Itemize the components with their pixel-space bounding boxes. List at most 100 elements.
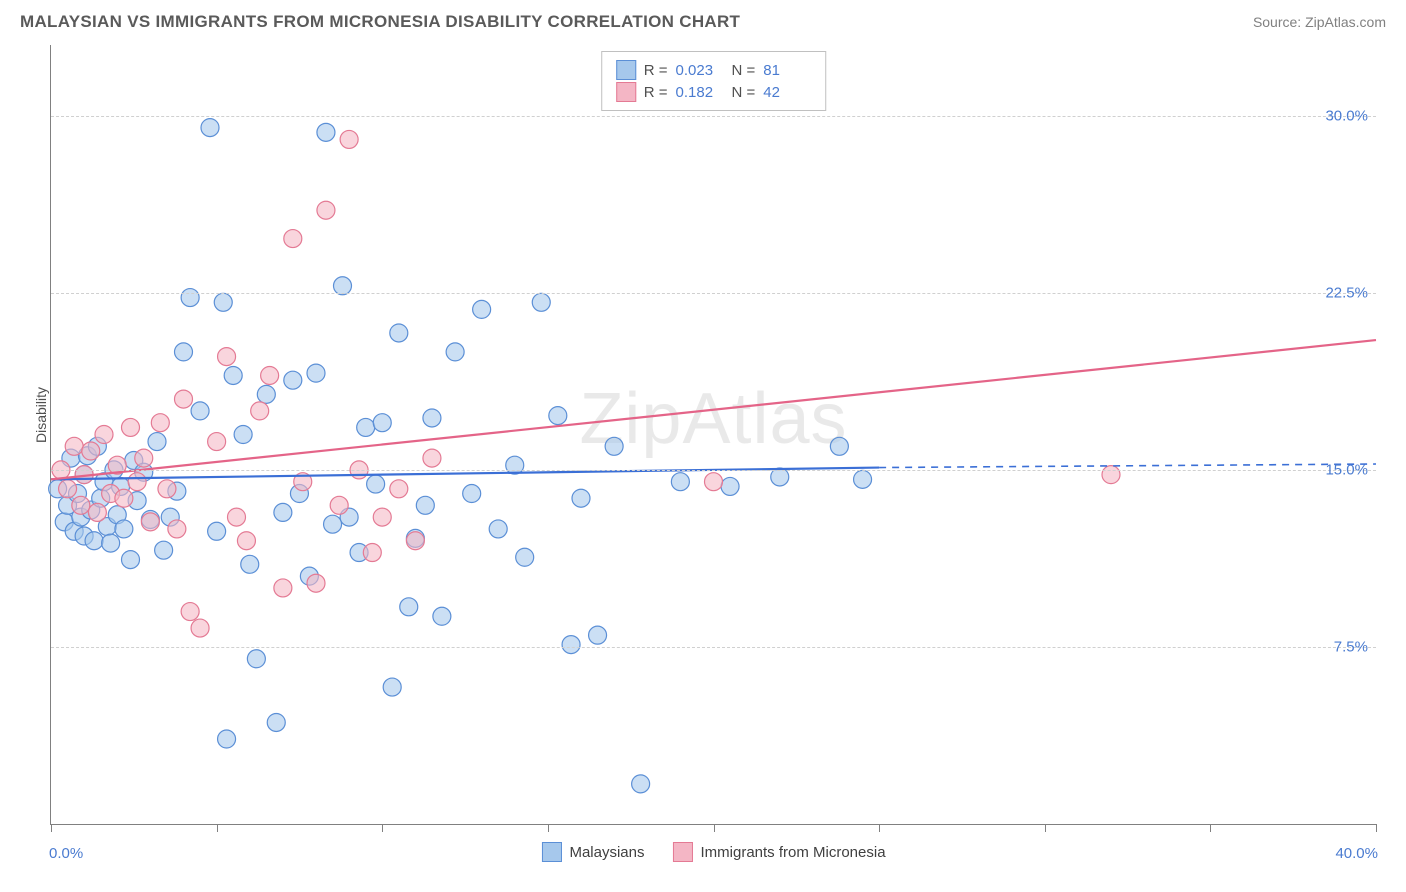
- x-end-label: 40.0%: [1335, 845, 1378, 862]
- scatter-svg: [51, 45, 1376, 824]
- data-point: [390, 480, 408, 498]
- x-tick: [51, 824, 52, 832]
- data-point: [572, 489, 590, 507]
- data-point: [181, 289, 199, 307]
- data-point: [489, 520, 507, 538]
- x-tick: [879, 824, 880, 832]
- y-tick-label: 7.5%: [1334, 638, 1368, 655]
- data-point: [115, 489, 133, 507]
- data-point: [400, 598, 418, 616]
- legend-swatch-pink: [672, 842, 692, 862]
- data-point: [1102, 466, 1120, 484]
- legend-item-0: Malaysians: [541, 842, 644, 862]
- data-point: [72, 496, 90, 514]
- data-point: [854, 470, 872, 488]
- data-point: [88, 503, 106, 521]
- y-axis-label: Disability: [33, 386, 49, 442]
- trend-line-dashed: [879, 464, 1376, 468]
- data-point: [191, 402, 209, 420]
- data-point: [324, 515, 342, 533]
- legend-item-1: Immigrants from Micronesia: [672, 842, 885, 862]
- data-point: [224, 366, 242, 384]
- x-tick: [548, 824, 549, 832]
- data-point: [155, 541, 173, 559]
- data-point: [141, 513, 159, 531]
- data-point: [373, 508, 391, 526]
- data-point: [168, 520, 186, 538]
- data-point: [65, 437, 83, 455]
- data-point: [82, 442, 100, 460]
- trend-line: [51, 340, 1376, 479]
- data-point: [208, 433, 226, 451]
- data-point: [191, 619, 209, 637]
- data-point: [234, 426, 252, 444]
- data-point: [307, 364, 325, 382]
- data-point: [261, 366, 279, 384]
- r-value-0: 0.023: [676, 62, 724, 79]
- x-tick: [1376, 824, 1377, 832]
- legend-label-1: Immigrants from Micronesia: [700, 844, 885, 861]
- data-point: [151, 414, 169, 432]
- stats-legend: R = 0.023 N = 81 R = 0.182 N = 42: [601, 51, 827, 111]
- gridline: [51, 293, 1376, 294]
- data-point: [218, 730, 236, 748]
- data-point: [181, 603, 199, 621]
- chart-title: MALAYSIAN VS IMMIGRANTS FROM MICRONESIA …: [20, 12, 740, 32]
- data-point: [317, 123, 335, 141]
- data-point: [274, 579, 292, 597]
- data-point: [95, 426, 113, 444]
- data-point: [416, 496, 434, 514]
- data-point: [367, 475, 385, 493]
- y-tick-label: 22.5%: [1325, 284, 1368, 301]
- data-point: [589, 626, 607, 644]
- data-point: [257, 385, 275, 403]
- r-value-1: 0.182: [676, 84, 724, 101]
- source-label: Source: ZipAtlas.com: [1253, 14, 1386, 30]
- r-label: R =: [644, 62, 668, 79]
- data-point: [632, 775, 650, 793]
- x-tick: [217, 824, 218, 832]
- data-point: [473, 300, 491, 318]
- data-point: [115, 520, 133, 538]
- y-tick-label: 15.0%: [1325, 461, 1368, 478]
- data-point: [128, 473, 146, 491]
- data-point: [251, 402, 269, 420]
- stats-row-1: R = 0.182 N = 42: [616, 82, 812, 102]
- legend-label-0: Malaysians: [569, 844, 644, 861]
- data-point: [208, 522, 226, 540]
- data-point: [158, 480, 176, 498]
- data-point: [373, 414, 391, 432]
- x-tick: [1210, 824, 1211, 832]
- data-point: [59, 480, 77, 498]
- data-point: [122, 551, 140, 569]
- n-value-0: 81: [763, 62, 811, 79]
- data-point: [175, 390, 193, 408]
- data-point: [340, 130, 358, 148]
- n-label: N =: [732, 84, 756, 101]
- data-point: [274, 503, 292, 521]
- data-point: [390, 324, 408, 342]
- swatch-pink: [616, 82, 636, 102]
- gridline: [51, 647, 1376, 648]
- swatch-blue: [616, 60, 636, 80]
- data-point: [423, 449, 441, 467]
- data-point: [102, 534, 120, 552]
- data-point: [383, 678, 401, 696]
- data-point: [201, 119, 219, 137]
- gridline: [51, 470, 1376, 471]
- data-point: [85, 532, 103, 550]
- r-label: R =: [644, 84, 668, 101]
- data-point: [241, 555, 259, 573]
- data-point: [721, 477, 739, 495]
- x-origin-label: 0.0%: [49, 845, 83, 862]
- data-point: [705, 473, 723, 491]
- x-tick: [382, 824, 383, 832]
- data-point: [284, 230, 302, 248]
- x-tick: [714, 824, 715, 832]
- data-point: [267, 713, 285, 731]
- data-point: [307, 574, 325, 592]
- y-tick-label: 30.0%: [1325, 107, 1368, 124]
- data-point: [463, 485, 481, 503]
- data-point: [330, 496, 348, 514]
- data-point: [357, 418, 375, 436]
